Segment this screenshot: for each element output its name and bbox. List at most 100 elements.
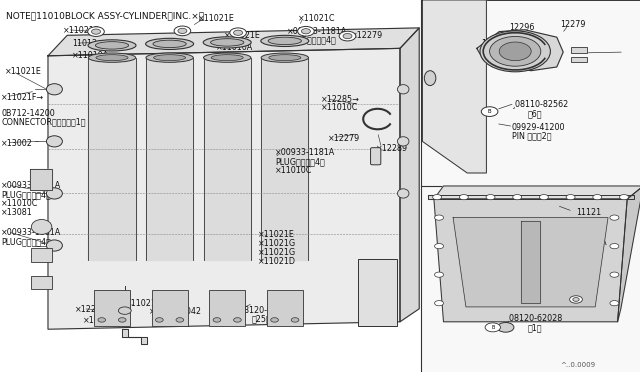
Circle shape [234, 318, 241, 322]
Text: ×12289: ×12289 [376, 144, 408, 153]
Text: ×15042: ×15042 [170, 307, 202, 316]
FancyBboxPatch shape [371, 148, 381, 165]
Circle shape [540, 195, 548, 200]
Circle shape [435, 272, 444, 277]
Text: ¸08120-62028: ¸08120-62028 [506, 314, 563, 323]
Bar [152, 290, 188, 326]
Ellipse shape [261, 35, 309, 46]
Text: ×12285→: ×12285→ [321, 95, 360, 104]
Circle shape [178, 28, 187, 33]
Bar [571, 47, 587, 53]
Text: ¸08120-61228: ¸08120-61228 [236, 305, 292, 314]
Bar [209, 290, 245, 326]
Circle shape [573, 298, 579, 301]
Text: ×11021D: ×11021D [258, 257, 296, 266]
Circle shape [485, 323, 500, 332]
Circle shape [513, 195, 522, 200]
Ellipse shape [269, 55, 301, 61]
Circle shape [343, 33, 352, 39]
Bar [94, 290, 130, 326]
Polygon shape [477, 30, 563, 71]
Text: 12279: 12279 [560, 20, 586, 29]
Ellipse shape [46, 136, 62, 147]
Circle shape [271, 318, 278, 322]
Polygon shape [88, 58, 136, 260]
Text: ×11010A: ×11010A [72, 51, 109, 60]
Ellipse shape [424, 71, 436, 86]
Text: B: B [488, 109, 492, 114]
Text: ×11021E: ×11021E [63, 26, 100, 35]
Circle shape [486, 195, 495, 200]
Text: PLUGプラグ（4）: PLUGプラグ（4） [287, 36, 337, 45]
Polygon shape [521, 221, 540, 303]
Text: 11012: 11012 [72, 39, 97, 48]
Ellipse shape [96, 55, 128, 61]
Bar [421, 186, 640, 372]
Circle shape [98, 318, 106, 322]
Text: ^..0.0009: ^..0.0009 [560, 362, 595, 368]
Circle shape [213, 318, 221, 322]
Ellipse shape [146, 38, 194, 49]
Text: ×12293E: ×12293E [83, 316, 120, 325]
Ellipse shape [204, 53, 251, 62]
Polygon shape [434, 186, 640, 199]
Bar [267, 290, 303, 326]
Ellipse shape [146, 53, 193, 62]
Circle shape [230, 28, 246, 38]
Text: 11128A: 11128A [576, 238, 607, 247]
Text: ×11021B: ×11021B [125, 299, 162, 308]
Ellipse shape [261, 53, 308, 62]
Bar [571, 57, 587, 62]
Ellipse shape [31, 219, 52, 234]
Circle shape [570, 296, 582, 303]
Ellipse shape [153, 40, 186, 48]
Text: ×00933-1181A: ×00933-1181A [275, 148, 335, 157]
Text: ×11021E: ×11021E [224, 31, 261, 40]
Bar [421, 0, 640, 186]
Ellipse shape [95, 42, 129, 49]
Text: Ⓑ: Ⓑ [228, 304, 233, 313]
Text: 11110: 11110 [576, 222, 601, 231]
Circle shape [593, 195, 602, 200]
Polygon shape [422, 0, 486, 173]
Text: ¸08110-82562: ¸08110-82562 [512, 100, 569, 109]
Polygon shape [30, 169, 52, 190]
Circle shape [339, 31, 356, 41]
Circle shape [234, 30, 243, 35]
Text: ×00933-1181A: ×00933-1181A [1, 182, 61, 190]
Text: ×00933-1181A: ×00933-1181A [1, 228, 61, 237]
Circle shape [118, 318, 126, 322]
Circle shape [298, 26, 314, 36]
Text: ×11021E: ×11021E [198, 14, 236, 23]
Circle shape [435, 215, 444, 220]
Circle shape [481, 107, 498, 116]
Circle shape [610, 244, 619, 249]
Ellipse shape [46, 240, 62, 251]
Circle shape [610, 215, 619, 220]
Polygon shape [261, 58, 308, 260]
Ellipse shape [211, 55, 243, 61]
Text: ×13002: ×13002 [1, 139, 33, 148]
Circle shape [610, 301, 619, 306]
Text: ×11010C: ×11010C [149, 307, 186, 316]
Polygon shape [204, 58, 251, 260]
Circle shape [301, 29, 310, 34]
Text: ×11021G: ×11021G [258, 248, 296, 257]
Circle shape [435, 244, 444, 249]
FancyBboxPatch shape [358, 259, 397, 326]
Circle shape [610, 272, 619, 277]
Text: PLUGプラグ（4）: PLUGプラグ（4） [1, 237, 51, 246]
Polygon shape [618, 186, 640, 322]
Polygon shape [453, 218, 608, 307]
Text: PIN ピン（2）: PIN ピン（2） [512, 131, 552, 140]
Text: PLUGプラグ（4）: PLUGプラグ（4） [275, 157, 325, 166]
Polygon shape [48, 48, 400, 329]
Bar [31, 276, 52, 289]
Text: ×00933-1181A: ×00933-1181A [287, 27, 347, 36]
Ellipse shape [46, 188, 62, 199]
Circle shape [176, 318, 184, 322]
Polygon shape [400, 28, 419, 322]
Polygon shape [146, 58, 193, 260]
Text: 09929-41200: 09929-41200 [512, 123, 566, 132]
Text: （1）: （1） [528, 323, 543, 332]
